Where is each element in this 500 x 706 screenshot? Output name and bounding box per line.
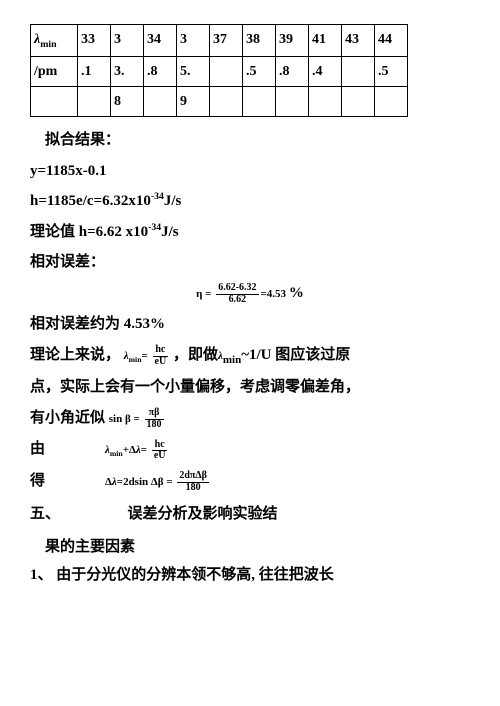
- text: ~1/U 图应该过原: [241, 347, 350, 363]
- sin-beta-eq: sin β = πβ 180: [109, 413, 166, 425]
- table-row: /pm .1 3. .8 5. .5 .8 .4 .5: [31, 57, 408, 87]
- cell: 33: [78, 25, 111, 57]
- fraction: πβ 180: [145, 408, 164, 430]
- cell: 5.: [177, 57, 210, 87]
- delta-lambda-eq: Δλ=2dsin Δβ = 2dπΔβ 180: [105, 476, 211, 488]
- cell: [243, 87, 276, 117]
- table-row: λmin 33 3 34 3 37 38 39 41 43 44: [31, 25, 408, 57]
- theory-explain-line2: 点，实际上会有一个小量偏移，考虑调零偏差角，: [30, 376, 470, 399]
- cell: [342, 87, 375, 117]
- cell: [309, 87, 342, 117]
- cell: 44: [375, 25, 408, 57]
- text: 理论上来说，: [30, 347, 120, 363]
- table-row: 8 9: [31, 87, 408, 117]
- cell: .1: [78, 57, 111, 87]
- exponent: -34: [151, 191, 164, 202]
- cell: 38: [243, 25, 276, 57]
- section-5-title-cont: 果的主要因素: [30, 536, 470, 559]
- label: 得: [30, 470, 75, 493]
- denominator: eU: [153, 357, 169, 368]
- derive-you: 由 λmin+Δλ= hc eU: [30, 438, 470, 461]
- row-header: [31, 87, 78, 117]
- fit-equation: y=1185x-0.1: [30, 160, 470, 183]
- cell: [210, 57, 243, 87]
- row-header: λmin: [31, 25, 78, 57]
- cell: .5: [243, 57, 276, 87]
- text: ，即做: [173, 347, 218, 363]
- section-text: 误差分析及影响实验结: [128, 506, 278, 522]
- denominator: 180: [177, 483, 209, 494]
- relative-error-label: 相对误差：: [30, 251, 470, 274]
- cell: 34: [144, 25, 177, 57]
- theory-h: 理论值 h=6.62 x10-34J/s: [30, 221, 470, 244]
- fraction: 6.62-6.32 6.62: [216, 283, 258, 305]
- cell: 39: [276, 25, 309, 57]
- h-equation: h=1185e/c=6.32x10-34J/s: [30, 190, 470, 213]
- cell: .4: [309, 57, 342, 87]
- unit: J/s: [161, 224, 179, 240]
- denominator: 6.62: [216, 295, 258, 306]
- relative-error-approx: 相对误差约为 4.53%: [30, 313, 470, 336]
- cell: .8: [144, 57, 177, 87]
- cell: [342, 57, 375, 87]
- fit-result-label: 拟合结果：: [30, 129, 470, 152]
- denominator: eU: [152, 451, 168, 462]
- cell: 3: [111, 25, 144, 57]
- fraction: 2dπΔβ 180: [177, 471, 209, 493]
- cell: 43: [342, 25, 375, 57]
- data-table: λmin 33 3 34 3 37 38 39 41 43 44 /pm .1 …: [30, 24, 408, 117]
- lambda-min-eq: λmin= hc eU: [124, 350, 173, 362]
- fraction: hc eU: [152, 440, 168, 462]
- cell: 41: [309, 25, 342, 57]
- eta-equation: η = 6.62-6.32 6.62 =4.53 %: [30, 282, 470, 305]
- cell: .8: [276, 57, 309, 87]
- cell: 8: [111, 87, 144, 117]
- cell: [375, 87, 408, 117]
- item-1: 1、 由于分光仪的分辨本领不够高, 往往把波长: [30, 564, 470, 587]
- section-num: 五、: [30, 506, 60, 522]
- eta-lhs: η =: [196, 288, 211, 300]
- percent-sign: %: [289, 285, 304, 301]
- cell: [78, 87, 111, 117]
- theory-prefix: 理论值 h=6.62 x10: [30, 224, 148, 240]
- derive-de: 得 Δλ=2dsin Δβ = 2dπΔβ 180: [30, 470, 470, 493]
- h-eq-prefix: h=1185e/c=6.32x10: [30, 193, 151, 209]
- cell: [210, 87, 243, 117]
- lambda-plus-eq: λmin+Δλ= hc eU: [105, 444, 169, 456]
- theory-explain-line3: 有小角近似 sin β = πβ 180: [30, 407, 470, 430]
- cell: 3.: [111, 57, 144, 87]
- unit: J/s: [164, 193, 182, 209]
- cell: .5: [375, 57, 408, 87]
- cell: 37: [210, 25, 243, 57]
- fraction: hc eU: [153, 345, 169, 367]
- theory-explain-line1: 理论上来说， λmin= hc eU ，即做λmin~1/U 图应该过原: [30, 344, 470, 369]
- exponent: -34: [148, 222, 161, 233]
- row-header: /pm: [31, 57, 78, 87]
- label: 由: [30, 438, 75, 461]
- cell: [276, 87, 309, 117]
- lhs: sin β =: [109, 413, 140, 425]
- eta-rhs: =4.53: [261, 288, 287, 300]
- cell: 9: [177, 87, 210, 117]
- section-5-title: 五、 误差分析及影响实验结: [30, 503, 470, 526]
- cell: [144, 87, 177, 117]
- text: 有小角近似: [30, 410, 109, 426]
- denominator: 180: [145, 420, 164, 431]
- cell: 3: [177, 25, 210, 57]
